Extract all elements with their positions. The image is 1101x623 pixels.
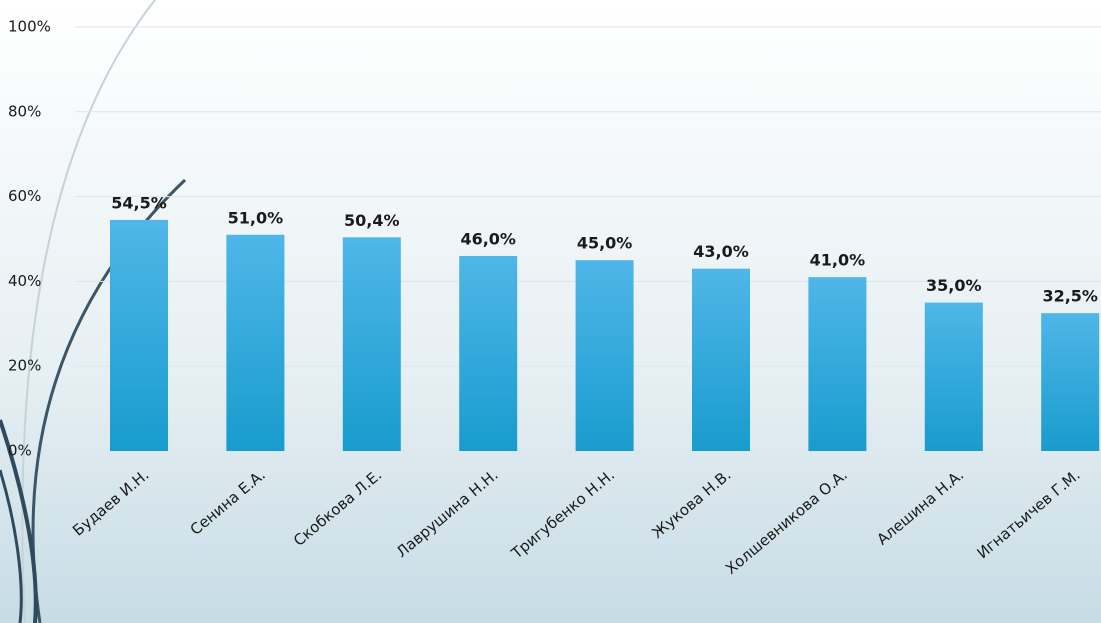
- y-tick-label: 20%: [8, 357, 41, 375]
- value-label: 32,5%: [1042, 287, 1098, 306]
- value-label: 41,0%: [810, 251, 866, 270]
- bar: [1041, 313, 1100, 451]
- value-label: 43,0%: [693, 242, 749, 261]
- bar: [575, 260, 634, 451]
- y-tick-label: 80%: [8, 102, 41, 120]
- bar: [692, 268, 750, 451]
- bar: [226, 234, 285, 451]
- bar: [808, 277, 867, 451]
- bar: [110, 219, 168, 451]
- y-tick-label: 40%: [8, 272, 41, 290]
- value-label: 54,5%: [111, 193, 167, 212]
- value-label: 51,0%: [228, 208, 284, 227]
- value-label: 46,0%: [460, 229, 516, 248]
- y-tick-label: 60%: [8, 187, 41, 205]
- value-label: 35,0%: [926, 276, 982, 295]
- bar: [459, 255, 518, 451]
- value-label: 45,0%: [577, 234, 633, 253]
- y-tick-label: 0%: [8, 442, 32, 460]
- bar: [342, 237, 401, 451]
- y-tick-label: 100%: [8, 18, 51, 36]
- bar: [924, 302, 983, 451]
- value-label: 50,4%: [344, 211, 400, 230]
